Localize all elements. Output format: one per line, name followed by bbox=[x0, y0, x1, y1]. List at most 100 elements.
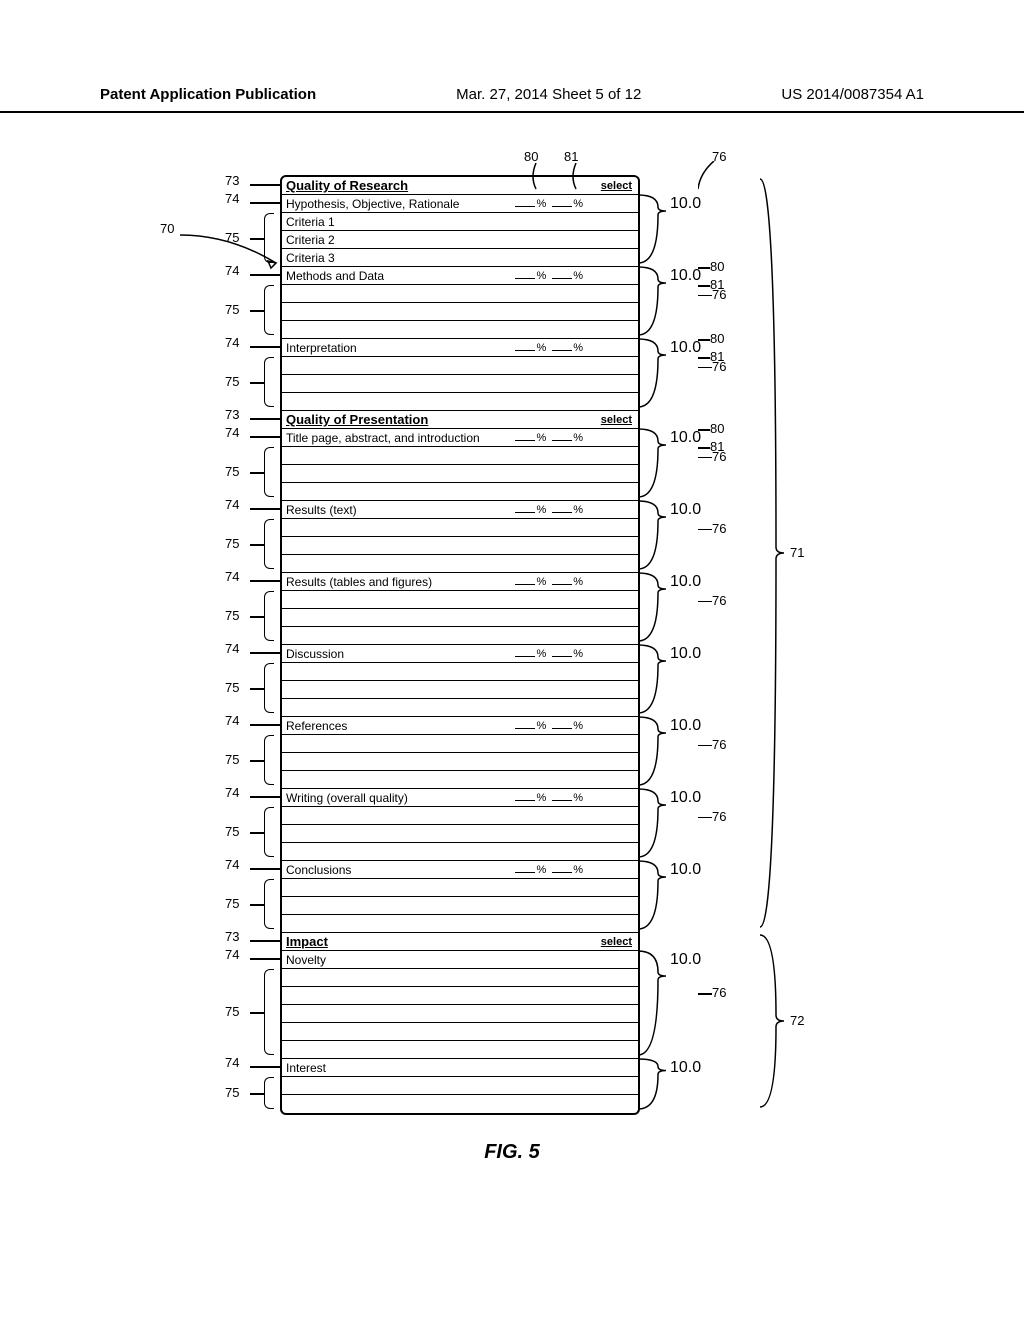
criteria-row bbox=[282, 519, 638, 537]
ref-num: 80 bbox=[710, 259, 724, 274]
item-row: Methods and Data % % bbox=[282, 267, 638, 285]
ref-num: 74 bbox=[225, 497, 239, 512]
criteria-row bbox=[282, 771, 638, 789]
pct-field-2[interactable]: % bbox=[552, 648, 583, 660]
ref-num: 81 bbox=[564, 149, 578, 164]
group-header: Quality of Research select bbox=[282, 177, 638, 195]
ref-num: 74 bbox=[225, 785, 239, 800]
item-row: Discussion % % bbox=[282, 645, 638, 663]
ref-num: 74 bbox=[225, 263, 239, 278]
pct-field-1[interactable]: % bbox=[515, 576, 546, 588]
pct-field-1[interactable]: % bbox=[515, 432, 546, 444]
ref-num: 75 bbox=[225, 230, 239, 245]
pct-field-2[interactable]: % bbox=[552, 270, 583, 282]
pct-field-2[interactable]: % bbox=[552, 792, 583, 804]
ref-num: 75 bbox=[225, 464, 239, 479]
ref-num: 75 bbox=[225, 1004, 239, 1019]
pct-field-1[interactable]: % bbox=[515, 792, 546, 804]
header-publication: Patent Application Publication bbox=[100, 86, 316, 103]
criteria-row bbox=[282, 357, 638, 375]
criteria-row bbox=[282, 321, 638, 339]
item-row: Hypothesis, Objective, Rationale % % bbox=[282, 195, 638, 213]
criteria-label: Criteria 3 bbox=[286, 251, 634, 265]
pct-field-2[interactable]: % bbox=[552, 504, 583, 516]
criteria-row bbox=[282, 591, 638, 609]
score-value: 10.0 bbox=[670, 339, 701, 357]
select-label[interactable]: select bbox=[601, 414, 632, 426]
ref-num: 80 bbox=[710, 421, 724, 436]
score-value: 10.0 bbox=[670, 195, 701, 213]
criteria-row bbox=[282, 1041, 638, 1059]
ref-num: 74 bbox=[225, 713, 239, 728]
item-row: Results (tables and figures) % % bbox=[282, 573, 638, 591]
pct-field-1[interactable]: % bbox=[515, 504, 546, 516]
ref-num: 75 bbox=[225, 374, 239, 389]
ref-num: 74 bbox=[225, 641, 239, 656]
ref-num: 74 bbox=[225, 947, 239, 962]
criteria-row bbox=[282, 393, 638, 411]
select-label[interactable]: select bbox=[601, 180, 632, 192]
ref-num: 75 bbox=[225, 302, 239, 317]
ref-num: 80 bbox=[710, 331, 724, 346]
ref-num: 76 bbox=[712, 809, 726, 824]
criteria-row bbox=[282, 879, 638, 897]
criteria-row bbox=[282, 735, 638, 753]
ref-num: 76 bbox=[712, 985, 726, 1000]
criteria-row bbox=[282, 555, 638, 573]
score-value: 10.0 bbox=[670, 717, 701, 735]
evaluation-table: Quality of Research selectHypothesis, Ob… bbox=[280, 175, 640, 1115]
criteria-row bbox=[282, 285, 638, 303]
criteria-row bbox=[282, 753, 638, 771]
item-row: Title page, abstract, and introduction %… bbox=[282, 429, 638, 447]
item-row: References % % bbox=[282, 717, 638, 735]
ref-num: 81 bbox=[710, 439, 724, 454]
pct-field-1[interactable]: % bbox=[515, 720, 546, 732]
pct-field-2[interactable]: % bbox=[552, 198, 583, 210]
group-title: Quality of Research bbox=[286, 178, 634, 193]
score-value: 10.0 bbox=[670, 267, 701, 285]
score-value: 10.0 bbox=[670, 645, 701, 663]
pct-field-2[interactable]: % bbox=[552, 720, 583, 732]
criteria-row bbox=[282, 807, 638, 825]
ref-num: 76 bbox=[712, 149, 726, 164]
item-row: Novelty bbox=[282, 951, 638, 969]
group-header: Impact select bbox=[282, 933, 638, 951]
pct-field-1[interactable]: % bbox=[515, 342, 546, 354]
criteria-row bbox=[282, 609, 638, 627]
pct-field-1[interactable]: % bbox=[515, 198, 546, 210]
score-value: 10.0 bbox=[670, 789, 701, 807]
criteria-row: Criteria 1 bbox=[282, 213, 638, 231]
patent-page-header: Patent Application Publication Mar. 27, … bbox=[0, 86, 1024, 113]
figure-caption: FIG. 5 bbox=[0, 1141, 1024, 1164]
item-label: Interest bbox=[286, 1061, 634, 1075]
pct-field-2[interactable]: % bbox=[552, 342, 583, 354]
ref-num: 75 bbox=[225, 1085, 239, 1100]
ref-num: 74 bbox=[225, 569, 239, 584]
criteria-row bbox=[282, 825, 638, 843]
score-value: 10.0 bbox=[670, 1059, 701, 1077]
item-row: Interest bbox=[282, 1059, 638, 1077]
ref-num: 81 bbox=[710, 349, 724, 364]
criteria-row bbox=[282, 897, 638, 915]
criteria-row bbox=[282, 987, 638, 1005]
score-value: 10.0 bbox=[670, 429, 701, 447]
ref-num: 70 bbox=[160, 221, 174, 236]
criteria-row: Criteria 2 bbox=[282, 231, 638, 249]
criteria-row bbox=[282, 915, 638, 933]
pct-field-1[interactable]: % bbox=[515, 648, 546, 660]
pct-field-2[interactable]: % bbox=[552, 576, 583, 588]
pct-field-2[interactable]: % bbox=[552, 432, 583, 444]
item-row: Interpretation % % bbox=[282, 339, 638, 357]
select-label[interactable]: select bbox=[601, 936, 632, 948]
group-header: Quality of Presentation select bbox=[282, 411, 638, 429]
score-value: 10.0 bbox=[670, 573, 701, 591]
pct-field-1[interactable]: % bbox=[515, 864, 546, 876]
pct-field-1[interactable]: % bbox=[515, 270, 546, 282]
ref-num: 73 bbox=[225, 173, 239, 188]
pct-field-2[interactable]: % bbox=[552, 864, 583, 876]
ref-num: 74 bbox=[225, 1055, 239, 1070]
ref-num: 72 bbox=[790, 1013, 804, 1028]
criteria-row bbox=[282, 969, 638, 987]
criteria-row bbox=[282, 483, 638, 501]
criteria-row bbox=[282, 537, 638, 555]
